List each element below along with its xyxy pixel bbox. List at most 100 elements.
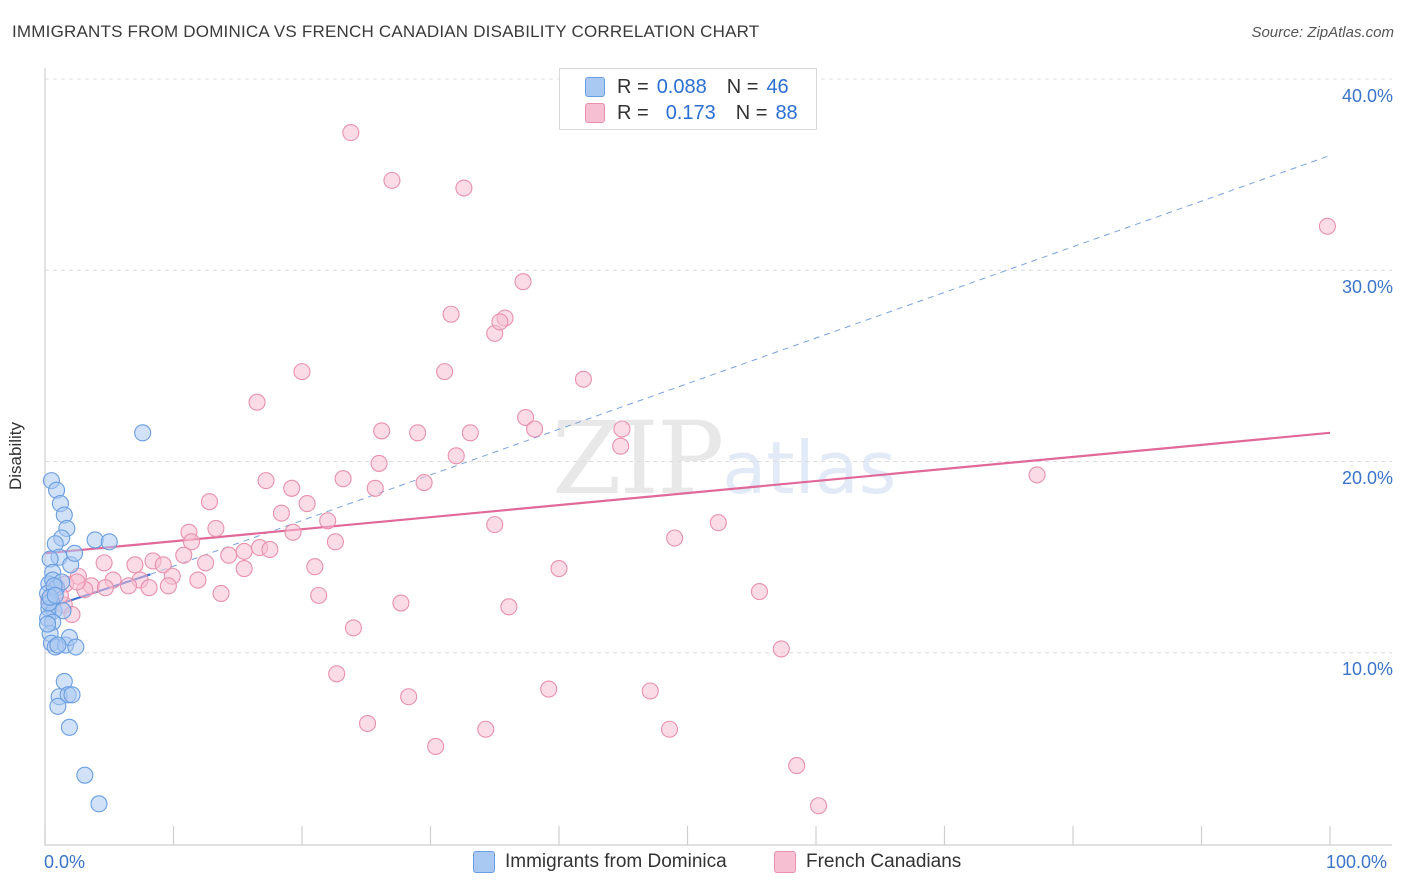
point-dominica	[49, 636, 67, 654]
legend-row-dominica: R = 0.088 N = 46	[585, 74, 789, 100]
point-french-canadian	[1318, 217, 1336, 235]
point-french-canadian	[284, 523, 302, 541]
point-dominica	[90, 795, 108, 813]
point-french-canadian	[328, 665, 346, 683]
point-french-canadian	[415, 473, 433, 492]
x-tick-label-min: 0.0%	[44, 852, 86, 872]
x-tick-label-max: 100.0%	[1326, 852, 1388, 872]
point-dominica	[60, 718, 78, 736]
point-french-canadian	[550, 560, 568, 578]
point-french-canadian	[641, 682, 659, 700]
point-french-canadian	[574, 370, 592, 388]
bottom-legend-label: Immigrants from Dominica	[505, 851, 727, 872]
point-french-canadian	[182, 533, 201, 551]
point-french-canadian	[442, 305, 460, 323]
bottom-legend-label: French Canadians	[806, 851, 962, 872]
point-french-canadian	[293, 363, 311, 381]
point-french-canadian	[400, 688, 418, 706]
source-label: Source: ZipAtlas.com	[1251, 24, 1394, 41]
point-french-canadian	[319, 512, 337, 530]
point-french-canadian	[140, 579, 158, 597]
point-french-canadian	[526, 420, 544, 438]
point-french-canadian	[455, 179, 473, 197]
point-french-canadian	[197, 554, 215, 572]
point-french-canadian	[666, 529, 684, 547]
point-french-canadian	[95, 554, 113, 572]
point-french-canadian	[491, 313, 509, 331]
bottom-legend-dominica: Immigrants from Dominica	[473, 851, 727, 873]
legend-swatch-french-canadians	[585, 103, 605, 123]
point-french-canadian	[370, 454, 388, 472]
point-french-canadian	[326, 533, 344, 551]
point-french-canadian	[298, 495, 316, 513]
point-french-canadian	[500, 598, 518, 616]
bottom-legend-swatch-french-canadians	[774, 851, 796, 873]
legend-r-label: R =	[617, 75, 649, 98]
point-french-canadian	[235, 542, 253, 560]
point-french-canadian	[436, 363, 454, 381]
point-french-canadian	[772, 640, 790, 658]
point-dominica	[66, 544, 84, 562]
bottom-legend-french-canadians: French Canadians	[774, 851, 961, 873]
legend-r-value: 0.088	[656, 75, 707, 98]
axes	[44, 68, 1392, 846]
stats-legend: R = 0.088 N = 46 R = 0.173 N = 88	[559, 68, 817, 130]
point-french-canadian	[257, 472, 275, 490]
trend-line	[150, 155, 1331, 575]
point-french-canadian	[220, 546, 238, 564]
point-french-canadian	[310, 586, 328, 604]
legend-r-label: R =	[617, 101, 649, 124]
y-tick-label: 10.0%	[1341, 659, 1393, 679]
point-dominica	[49, 697, 67, 715]
point-french-canadian	[383, 171, 401, 189]
legend-swatch-dominica	[585, 77, 605, 97]
point-french-canadian	[1028, 466, 1046, 484]
point-french-canadian	[248, 393, 266, 411]
point-french-canadian	[334, 470, 352, 488]
point-dominica	[76, 766, 94, 784]
point-french-canadian	[159, 577, 177, 595]
point-french-canadian	[660, 720, 679, 738]
point-french-canadian	[261, 540, 279, 559]
y-axis-label: Disability	[6, 421, 25, 491]
legend-n-value: 46	[766, 75, 789, 98]
chart-title: IMMIGRANTS FROM DOMINICA VS FRENCH CANAD…	[12, 22, 760, 41]
legend-row-french-canadians: R = 0.173 N = 88	[585, 100, 798, 126]
point-dominica	[134, 424, 152, 442]
point-dominica	[67, 638, 85, 656]
legend-n-value: 88	[775, 101, 798, 124]
point-french-canadian	[373, 422, 391, 440]
point-french-canadian	[540, 680, 558, 698]
point-french-canadian	[427, 737, 445, 756]
point-french-canadian	[175, 546, 193, 564]
point-french-canadian	[212, 584, 230, 603]
point-french-canadian	[272, 504, 290, 522]
point-french-canadian	[342, 124, 360, 142]
point-french-canadian	[306, 558, 324, 576]
point-french-canadian	[366, 479, 384, 497]
point-french-canadian	[283, 479, 301, 497]
point-french-canadian	[154, 556, 172, 574]
trend-lines	[44, 155, 1331, 610]
point-french-canadian	[119, 577, 138, 595]
point-french-canadian	[514, 273, 532, 291]
point-dominica	[100, 533, 118, 551]
y-tick-label: 30.0%	[1341, 277, 1393, 297]
point-dominica	[46, 586, 64, 604]
point-french-canadian	[189, 571, 207, 589]
point-french-canadian	[788, 757, 806, 775]
point-french-canadian	[126, 556, 144, 574]
y-tick-label: 20.0%	[1341, 468, 1393, 488]
point-french-canadian	[200, 493, 219, 511]
point-french-canadian	[709, 514, 727, 532]
point-french-canadian	[344, 619, 362, 637]
bottom-legend-swatch-dominica	[473, 851, 495, 873]
point-french-canadian	[517, 408, 535, 427]
legend-n-label: N =	[735, 101, 768, 124]
point-french-canadian	[235, 560, 253, 578]
point-french-canadian	[96, 579, 114, 597]
watermark-atlas: atlas	[722, 426, 897, 510]
point-french-canadian	[409, 424, 427, 442]
point-french-canadian	[750, 582, 769, 601]
